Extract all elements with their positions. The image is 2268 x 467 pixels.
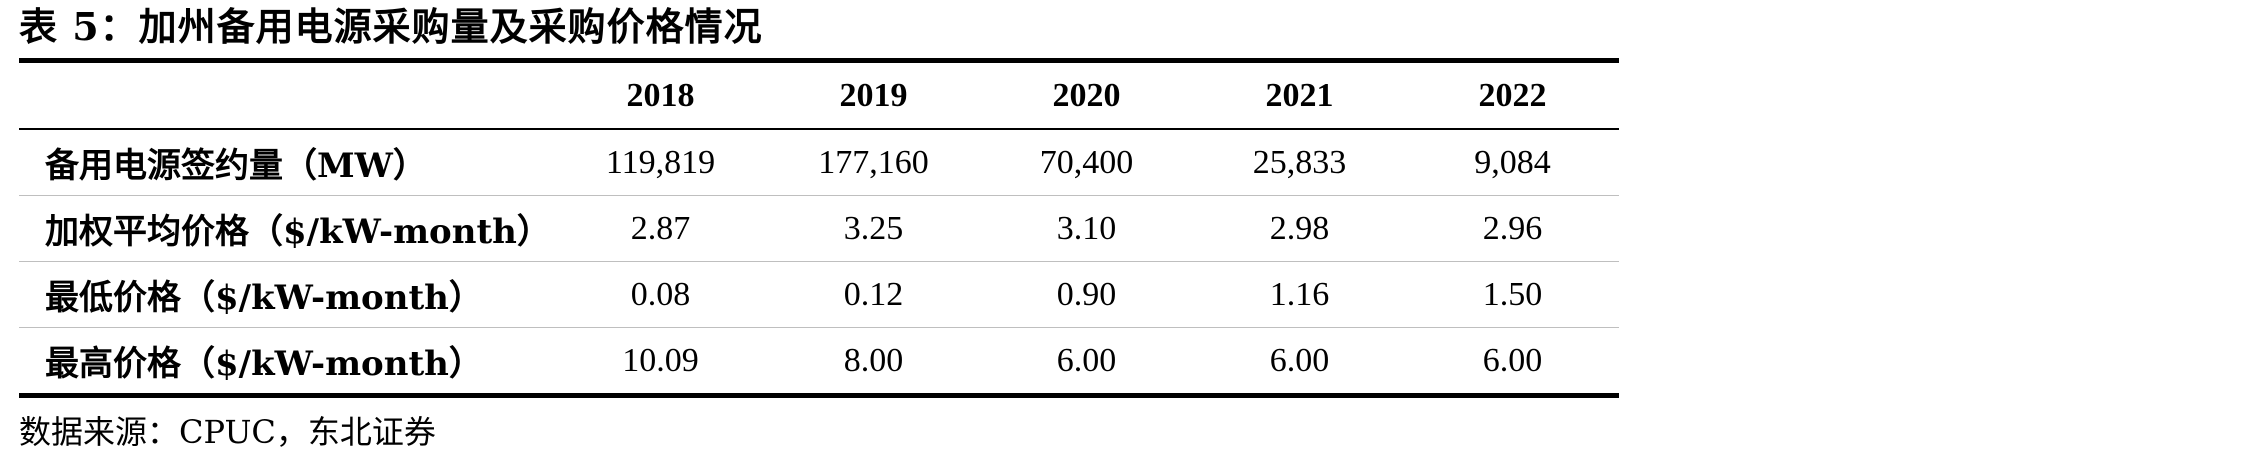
table-cell: 0.12: [767, 261, 980, 328]
table-cell: 119,819: [605, 143, 716, 181]
table-cell: 0.08: [554, 261, 767, 328]
header-cell-year: 2021: [1193, 60, 1406, 130]
table-cell: 177,160: [818, 143, 929, 181]
table-cell: 6.00: [1406, 327, 1619, 396]
table-cell: 10.09: [554, 327, 767, 396]
table-cell: 9,084: [1474, 143, 1551, 181]
table-cell: 6.00: [980, 327, 1193, 396]
row-label: 备用电源签约量（MW）: [45, 146, 427, 186]
table-cell: 2.98: [1193, 195, 1406, 262]
table-cell: 2.96: [1406, 195, 1619, 262]
table-cell: 25,833: [1252, 143, 1347, 181]
header-cell-year: 2019: [767, 60, 980, 130]
table-cell: 8.00: [767, 327, 980, 396]
table-cell: 6.00: [1193, 327, 1406, 396]
data-source-note: 数据来源：CPUC，东北证券: [19, 413, 436, 451]
header-cell-year: 2020: [980, 60, 1193, 130]
table-title: 表 5：加州备用电源采购量及采购价格情况: [19, 4, 763, 49]
table-cell: 2.87: [554, 195, 767, 262]
table-cell: 1.16: [1193, 261, 1406, 328]
row-label: 加权平均价格（$/kW-month）: [19, 195, 554, 262]
header-cell-year: 2022: [1406, 60, 1619, 130]
header-row: 2018 2019 2020 2021 2022: [19, 60, 1619, 130]
table-cell: 0.90: [980, 261, 1193, 328]
table-cell: 1.50: [1406, 261, 1619, 328]
table-row: 加权平均价格（$/kW-month） 2.87 3.25 3.10 2.98 2…: [19, 195, 1619, 262]
table-row: 最高价格（$/kW-month） 10.09 8.00 6.00 6.00 6.…: [19, 327, 1619, 396]
table-cell: 3.25: [767, 195, 980, 262]
table-figure: 表 5：加州备用电源采购量及采购价格情况 2018 2019 2020 2021…: [19, 0, 1619, 452]
table-row: 最低价格（$/kW-month） 0.08 0.12 0.90 1.16 1.5…: [19, 261, 1619, 328]
header-cell-year: 2018: [554, 60, 767, 130]
data-table: 2018 2019 2020 2021 2022 备用电源签约量（MW） 119…: [19, 58, 1619, 398]
header-cell-label: [19, 60, 554, 130]
table-cell: 3.10: [980, 195, 1193, 262]
row-label: 最低价格（$/kW-month）: [19, 261, 554, 328]
row-label: 最高价格（$/kW-month）: [19, 327, 554, 396]
table-row: 备用电源签约量（MW） 119,819 177,160 70,400 25,83…: [19, 129, 1619, 196]
table-cell: 70,400: [1039, 143, 1134, 181]
